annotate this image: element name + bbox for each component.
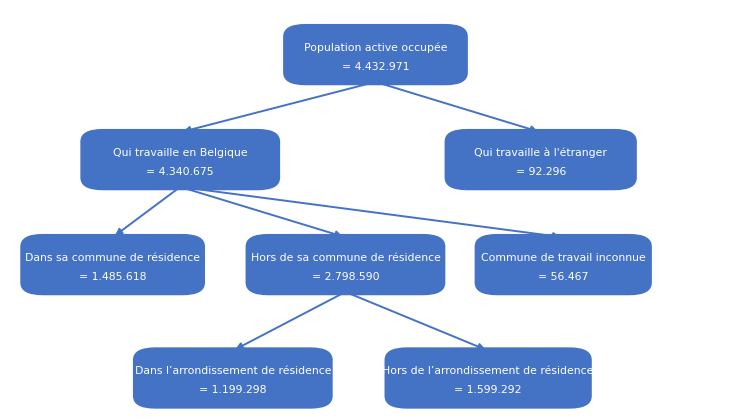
- FancyBboxPatch shape: [475, 234, 652, 295]
- FancyBboxPatch shape: [80, 129, 280, 190]
- Text: Hors de l’arrondissement de résidence: Hors de l’arrondissement de résidence: [382, 366, 594, 376]
- FancyBboxPatch shape: [445, 129, 637, 190]
- Text: = 4.432.971: = 4.432.971: [342, 62, 409, 72]
- Text: Commune de travail inconnue: Commune de travail inconnue: [481, 252, 646, 262]
- Text: = 1.199.298: = 1.199.298: [199, 385, 267, 395]
- FancyBboxPatch shape: [133, 347, 333, 409]
- Text: = 2.798.590: = 2.798.590: [312, 272, 379, 282]
- Text: = 56.467: = 56.467: [538, 272, 589, 282]
- Text: = 92.296: = 92.296: [515, 167, 566, 177]
- FancyBboxPatch shape: [246, 234, 445, 295]
- Text: Population active occupée: Population active occupée: [303, 42, 448, 53]
- FancyBboxPatch shape: [385, 347, 592, 409]
- Text: Hors de sa commune de résidence: Hors de sa commune de résidence: [251, 252, 440, 262]
- Text: Qui travaille en Belgique: Qui travaille en Belgique: [113, 147, 248, 158]
- Text: Dans sa commune de résidence: Dans sa commune de résidence: [25, 252, 201, 262]
- FancyBboxPatch shape: [20, 234, 205, 295]
- Text: Qui travaille à l'étranger: Qui travaille à l'étranger: [475, 147, 607, 158]
- Text: Dans l’arrondissement de résidence: Dans l’arrondissement de résidence: [134, 366, 331, 376]
- Text: = 1.485.618: = 1.485.618: [79, 272, 146, 282]
- Text: = 1.599.292: = 1.599.292: [454, 385, 522, 395]
- Text: = 4.340.675: = 4.340.675: [146, 167, 214, 177]
- FancyBboxPatch shape: [283, 24, 468, 85]
